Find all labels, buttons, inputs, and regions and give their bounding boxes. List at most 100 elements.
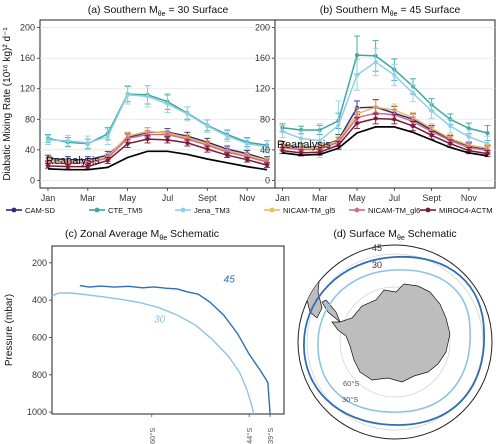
panel-a-plot: 0 40 80 120 160 200 Jan Mar May Jul Sept Nov Reanaly…	[20, 19, 276, 203]
xtick-label: Sept	[198, 193, 217, 203]
legend-label: Jena_TM3	[194, 206, 230, 215]
plot-frame-c	[51, 245, 285, 415]
ytick-label: 40	[25, 145, 35, 155]
data-point	[336, 123, 341, 128]
ytick-label: 200	[32, 258, 47, 268]
contour-30-label: 30	[154, 315, 166, 326]
data-point	[205, 147, 210, 152]
data-point	[85, 140, 90, 145]
antarctic-peninsula-land	[321, 299, 341, 323]
series-line-NICAM-TM_gl5	[47, 130, 268, 163]
ytick-label: 0	[30, 175, 35, 185]
data-point	[125, 92, 130, 97]
panel-d-map: 45 30 60°S 30°S	[297, 243, 493, 440]
xtick-label: Jan	[275, 193, 290, 203]
legend-swatch-point	[269, 207, 275, 213]
data-point	[299, 150, 304, 155]
data-point	[165, 132, 170, 137]
series-line-Reanalysis	[47, 150, 268, 171]
xtick-label: Jul	[389, 193, 401, 203]
ytick-label: 200	[255, 23, 270, 33]
panel-d-title: (d) Surface Mθe Schematic	[333, 228, 456, 242]
contour-45-label: 45	[224, 274, 236, 285]
legend-label: MIROC4-ACTM	[439, 206, 493, 215]
contour-30-label: 30	[372, 260, 382, 270]
grid-circle-60	[339, 286, 451, 398]
data-point	[410, 124, 415, 129]
grid-circle-30	[306, 253, 484, 431]
lat-label: 44°S	[245, 428, 254, 444]
ytick-label: 80	[25, 114, 35, 124]
data-point	[280, 129, 285, 134]
data-point	[185, 111, 190, 116]
reanalysis-label: Reanalysis	[46, 155, 100, 167]
xtick-label: Jul	[162, 193, 174, 203]
ytick-label: 160	[255, 53, 270, 63]
data-point	[373, 116, 378, 121]
panel-b-plot: 0 40 80 120 160 200 Jan Mar May Jul Sept Nov Reanaly…	[255, 19, 496, 203]
data-point	[299, 136, 304, 141]
data-point	[466, 126, 471, 131]
legend-label: NICAM-TM_gl6	[368, 206, 420, 215]
panel-b-title: (b) Southern Mθe = 45 Surface	[320, 4, 461, 18]
reanalysis-label: Reanalysis	[277, 139, 331, 151]
data-point	[392, 117, 397, 122]
series-line-CTE_TM5	[47, 93, 268, 146]
data-point	[448, 141, 453, 146]
ytick-label: 1000	[27, 407, 47, 417]
data-point	[245, 141, 250, 146]
ytick-label: 120	[20, 84, 35, 94]
legend-swatch-point	[354, 207, 360, 213]
data-point	[145, 137, 150, 142]
legend-swatch-point	[11, 207, 17, 213]
ytick-label: 80	[260, 114, 270, 124]
data-point	[373, 60, 378, 64]
legend: CAM-SD CTE_TM5 Jena_TM3 NICAM-TM_gl5 NICAM-T…	[6, 206, 493, 215]
data-point	[466, 134, 471, 139]
xtick-label: Nov	[239, 193, 256, 203]
xtick-label: May	[119, 193, 137, 203]
data-point	[280, 148, 285, 153]
data-point	[225, 153, 230, 158]
data-point	[317, 138, 322, 143]
xtick-label: Nov	[461, 193, 478, 203]
data-point	[355, 72, 360, 77]
series-line-NICAM-TM_gl6	[282, 112, 488, 152]
contour-45-label: 45	[372, 243, 382, 253]
data-point	[355, 121, 360, 126]
lat-label: 60°S	[148, 428, 157, 444]
legend-label: NICAM-TM_gl5	[283, 206, 335, 215]
panel-c-plot: 200 400 600 800 1000 45 30 60°S 44°S 39°S	[27, 245, 285, 444]
data-point	[65, 164, 70, 169]
data-point	[410, 91, 415, 96]
data-point	[265, 163, 270, 168]
series-line-NICAM-TM_gl5	[282, 106, 488, 150]
data-point	[205, 124, 210, 129]
data-point	[145, 94, 150, 99]
panel-c-title: (c) Zonal Average Mθe Schematic	[65, 228, 219, 242]
legend-label: CAM-SD	[25, 206, 55, 215]
data-point	[45, 137, 50, 142]
data-point	[225, 134, 230, 139]
ytick-label: 40	[260, 145, 270, 155]
antarctica-land	[331, 283, 451, 383]
data-point	[85, 160, 90, 165]
ytick-label: 800	[32, 370, 47, 380]
legend-swatch-point	[180, 207, 186, 213]
data-point	[85, 164, 90, 169]
data-point	[466, 148, 471, 153]
data-point	[45, 163, 50, 168]
xtick-label: May	[349, 193, 367, 203]
data-point	[336, 143, 341, 148]
data-point	[265, 144, 270, 149]
ytick-label: 160	[20, 53, 35, 63]
data-point	[245, 157, 250, 162]
contour-45	[303, 256, 485, 426]
data-point	[485, 151, 490, 156]
data-point	[125, 136, 130, 141]
plot-frame-b	[274, 19, 496, 189]
data-point	[485, 131, 490, 136]
xtick-label: Jan	[41, 193, 56, 203]
data-point	[105, 134, 110, 139]
